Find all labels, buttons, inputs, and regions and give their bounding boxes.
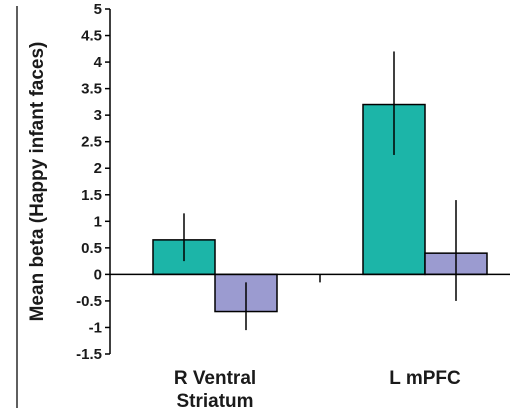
error-bars [183, 51, 457, 331]
bars [152, 103, 488, 313]
y-axis-title: Mean beta (Happy infant faces) [27, 42, 48, 322]
y-axis-ticks: 5 4.5 4 3.5 3 2.5 2 1.5 1 0.5 0 -0.5 -1 -1.5 [76, 1, 110, 363]
y-tick-label: 1.5 [81, 187, 102, 204]
y-tick-label: 1 [94, 213, 102, 230]
y-tick-label: 0 [94, 266, 102, 283]
y-axis-title-group: Mean beta (Happy infant faces) [27, 42, 48, 322]
y-tick-label: 5 [94, 1, 102, 18]
category-label: Striatum [176, 391, 253, 412]
category-label: L mPFC [389, 368, 461, 389]
y-tick-label: -1.5 [76, 346, 102, 363]
y-tick-label: 3 [94, 107, 102, 124]
y-tick-label: 2 [94, 160, 102, 177]
y-tick-label: 4 [94, 54, 103, 71]
y-tick-label: 4.5 [81, 28, 102, 45]
y-tick-label: -0.5 [76, 293, 102, 310]
y-tick-label: 2.5 [81, 134, 102, 151]
axes [109, 9, 510, 354]
category-label: R Ventral [174, 368, 256, 389]
y-tick-label: -1 [89, 319, 102, 336]
y-tick-label: 0.5 [81, 240, 102, 257]
y-tick-label: 3.5 [81, 81, 102, 98]
